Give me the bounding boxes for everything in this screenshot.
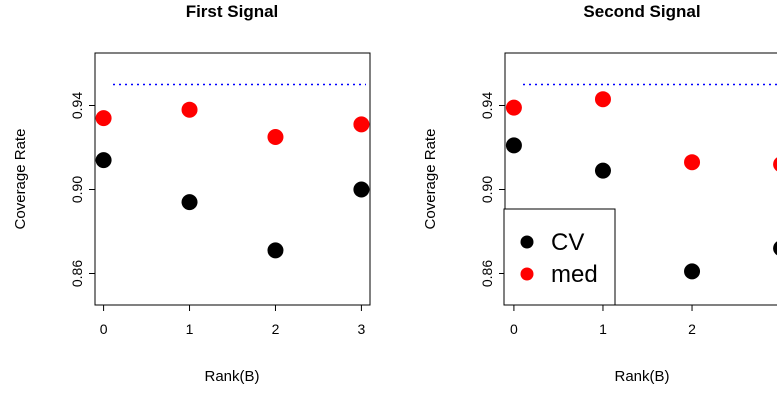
chart-title: Second Signal — [583, 2, 700, 21]
y-tick-label: 0.90 — [479, 176, 495, 203]
y-tick-label: 0.90 — [69, 176, 85, 203]
x-tick-label: 2 — [272, 321, 280, 337]
y-tick-label: 0.94 — [479, 92, 495, 119]
y-tick-label: 0.94 — [69, 92, 85, 119]
data-point-series2-0 — [95, 110, 112, 127]
y-tick-label: 0.86 — [69, 260, 85, 287]
x-tick-label: 3 — [358, 321, 366, 337]
data-point-series1-0 — [505, 137, 522, 154]
legend-label-1: CV — [551, 229, 584, 256]
x-tick-label: 0 — [510, 321, 518, 337]
data-point-series2-3 — [773, 157, 777, 172]
x-tick-label: 1 — [599, 321, 607, 337]
x-tick-label: 0 — [100, 321, 108, 337]
legend-box — [503, 208, 616, 306]
plot-frame — [504, 52, 777, 306]
data-point-series1-2 — [684, 263, 701, 280]
chart-panel-2: Second Signal01230.860.900.94Rank(B)Cove… — [422, 2, 777, 385]
legend-label-2: med — [551, 261, 598, 288]
data-point-series1-3 — [353, 181, 370, 198]
data-point-series2-0 — [505, 99, 522, 116]
chart-panel-1: First Signal 0 1 2 3 0.86 0.90 0.94 Rank(B) Cover… — [12, 2, 371, 385]
data-point-series1-1 — [594, 162, 611, 179]
legend-marker-2 — [520, 267, 534, 281]
data-point-series2-2 — [684, 154, 701, 171]
data-point-series2-2 — [267, 129, 284, 145]
data-point-series2-1 — [594, 91, 611, 108]
x-tick-label: 2 — [688, 321, 696, 337]
data-point-series1-1 — [181, 194, 198, 211]
data-point-series1-0 — [95, 152, 112, 169]
x-tick-label: 1 — [186, 321, 194, 337]
y-axis-label: Coverage Rate — [422, 129, 439, 230]
plot-frame — [94, 52, 371, 306]
x-axis-label: Rank(B) — [204, 368, 259, 385]
y-axis-label: Coverage Rate — [12, 129, 29, 230]
data-point-series1-2 — [267, 242, 284, 259]
y-tick-label: 0.86 — [479, 260, 495, 287]
chart-title: First Signal — [186, 2, 279, 21]
x-axis-label: Rank(B) — [614, 368, 669, 385]
legend-marker-1 — [520, 235, 534, 249]
data-point-series1-3 — [773, 241, 777, 256]
data-point-series2-1 — [181, 101, 198, 118]
legend: CV med — [503, 208, 616, 306]
data-point-series2-3 — [353, 116, 370, 133]
